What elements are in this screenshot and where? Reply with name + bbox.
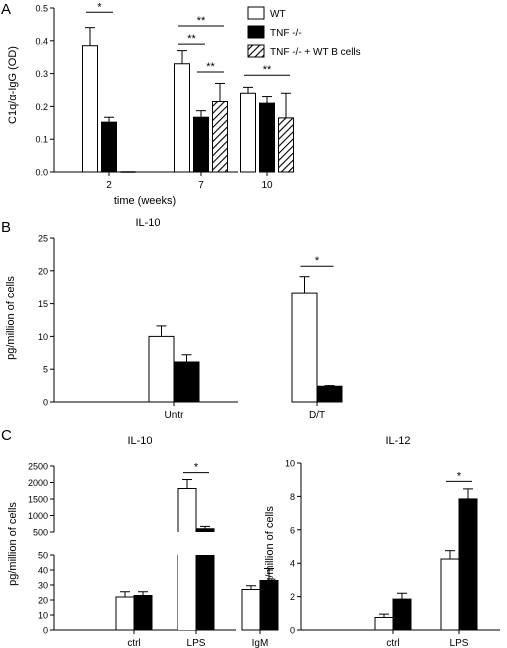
chart-c-left-bar — [133, 595, 153, 631]
chart-a-ytick-label: 0.3 — [35, 69, 48, 79]
chart-a-xtick-label: 10 — [261, 180, 273, 191]
chart-a-significance-label: ** — [263, 64, 272, 76]
chart-a-bar — [212, 100, 228, 173]
chart-c-left-bar — [196, 528, 214, 532]
chart-b-bar — [173, 361, 200, 403]
chart-c-left-ytick-label: 50 — [38, 551, 48, 561]
legend-label: TNF -/- — [270, 28, 302, 39]
chart-b-ytick-label: 0 — [43, 398, 48, 408]
chart-b-ytick-label: 10 — [38, 332, 48, 342]
chart-b-xtick-label: D/T — [309, 410, 325, 421]
chart-c-right-bar — [458, 498, 478, 631]
chart-a-ytick-label: 0.5 — [35, 4, 48, 14]
chart-b-bar — [148, 335, 175, 403]
chart-c-left-ytick-label: 500 — [33, 528, 48, 538]
chart-a-ytick-label: 0.4 — [35, 36, 48, 46]
chart-c-right-ytick-label: 8 — [290, 492, 295, 502]
chart-c-right-ytick-label: 6 — [290, 525, 295, 535]
chart-c-left-xtick-label: ctrl — [127, 638, 140, 648]
chart-c-left-title: IL-10 — [127, 435, 152, 447]
chart-a-bar — [193, 116, 209, 173]
chart-a-xlabel: time (weeks) — [114, 195, 176, 207]
chart-c-left-xtick-label: LPS — [187, 638, 206, 648]
panel-label-a: A — [1, 1, 11, 18]
legend-swatch — [247, 6, 265, 20]
chart-c-right-title: IL-12 — [385, 435, 410, 447]
chart-a-ytick-label: 0.1 — [35, 135, 48, 145]
chart-c-left-bar — [178, 555, 196, 630]
chart-b-ytick-label: 20 — [38, 266, 48, 276]
chart-a-bar — [82, 45, 98, 173]
chart-a-significance-label: ** — [187, 33, 196, 45]
chart-c-left-ytick-label: 2500 — [28, 462, 48, 472]
chart-a-legend: WT TNF -/- TNF -/- + WT B cells — [247, 6, 361, 58]
chart-a: C1q/α-IgG (OD) time (weeks) WT TNF -/- TNF… — [7, 1, 361, 207]
legend-swatch — [247, 44, 265, 58]
chart-b-ylabel: pg/million of cells — [5, 276, 17, 360]
chart-b-significance-label: * — [315, 255, 320, 267]
legend-label: TNF -/- + WT B cells — [270, 47, 361, 58]
chart-a-ytick-label: 0.2 — [35, 102, 48, 112]
chart-c-right-xtick-label: LPS — [450, 638, 469, 648]
chart-b-ytick-label: 15 — [38, 299, 48, 309]
legend-swatch — [247, 25, 265, 39]
chart-c-right-ytick-label: 10 — [285, 459, 295, 469]
chart-a-bar — [101, 121, 117, 173]
chart-a-significance-label: * — [97, 1, 102, 13]
chart-b-bar — [316, 385, 343, 403]
chart-c-left-ytick-label: 1000 — [28, 511, 48, 521]
chart-a-bar — [174, 63, 190, 173]
legend-label: WT — [270, 9, 286, 20]
chart-a-significance-label: ** — [197, 15, 206, 27]
chart-c-right: IL-12 pg/million of cells 0 2 4 6 8 10 ctrl LPS… — [264, 435, 500, 648]
chart-a-bar — [259, 102, 275, 173]
chart-a-xtick-label: 2 — [106, 180, 112, 191]
chart-c-left-bar — [178, 488, 196, 532]
chart-c-left-bar — [196, 555, 214, 630]
chart-c-left-ytick-label: 10 — [38, 611, 48, 621]
chart-c-right-bar — [374, 616, 394, 631]
chart-b-title: IL-10 — [135, 217, 160, 229]
chart-c-left-bar — [115, 596, 135, 631]
chart-c-left-ytick-label: 0 — [43, 626, 48, 636]
chart-c-left-xtick-label: IgM — [252, 638, 269, 648]
chart-c-left-ytick-label: 1500 — [28, 495, 48, 505]
chart-c-right-significance-label: * — [457, 470, 462, 482]
chart-c-left: IL-10 pg/million of cells 0 10 20 30 40 50 500… — [7, 435, 279, 648]
chart-c-left-ytick-label: 20 — [38, 596, 48, 606]
chart-a-bar — [240, 92, 256, 173]
chart-b-bar — [291, 292, 318, 403]
chart-c-right-bar — [440, 558, 460, 631]
chart-c-left-ylabel: pg/million of cells — [7, 502, 19, 586]
chart-c-right-bar — [392, 598, 412, 631]
chart-b-ytick-label: 25 — [38, 234, 48, 244]
chart-c-right-ytick-label: 4 — [290, 559, 295, 569]
chart-c-left-ytick-label: 2000 — [28, 478, 48, 488]
chart-b-xtick-label: Untr — [165, 410, 185, 421]
panel-label-b: B — [1, 219, 11, 236]
chart-a-bar — [278, 117, 294, 173]
chart-c-right-ylabel: pg/million of cells — [264, 506, 276, 590]
chart-b: IL-10 pg/million of cells 0 5 10 15 20 25 Untr… — [5, 217, 343, 421]
chart-c-left-ytick-label: 40 — [38, 566, 48, 576]
chart-a-xtick-label: 7 — [198, 180, 204, 191]
chart-c-right-ytick-label: 0 — [290, 626, 295, 636]
chart-c-left-ytick-label: 30 — [38, 581, 48, 591]
chart-c-right-ytick-label: 2 — [290, 592, 295, 602]
chart-c-left-bar — [241, 589, 261, 631]
chart-a-ylabel: C1q/α-IgG (OD) — [7, 46, 19, 124]
chart-a-significance-label: ** — [206, 61, 215, 73]
chart-c-right-xtick-label: ctrl — [386, 638, 399, 648]
chart-b-ytick-label: 5 — [43, 365, 48, 375]
chart-a-ytick-label: 0.0 — [35, 168, 48, 178]
chart-c-left-significance-label: * — [194, 462, 199, 474]
panel-label-c: C — [1, 427, 12, 444]
